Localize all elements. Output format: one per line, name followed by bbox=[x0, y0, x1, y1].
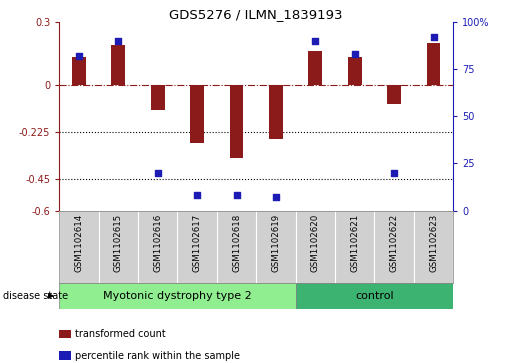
Bar bbox=[426, 43, 440, 85]
Text: Myotonic dystrophy type 2: Myotonic dystrophy type 2 bbox=[103, 291, 252, 301]
Bar bbox=[59, 283, 296, 309]
Title: GDS5276 / ILMN_1839193: GDS5276 / ILMN_1839193 bbox=[169, 8, 343, 21]
Bar bbox=[269, 85, 283, 139]
Bar bbox=[190, 85, 204, 143]
Text: GSM1102616: GSM1102616 bbox=[153, 214, 162, 272]
Point bbox=[311, 38, 319, 44]
Point bbox=[430, 34, 438, 40]
Text: control: control bbox=[355, 291, 393, 301]
Bar bbox=[230, 85, 244, 158]
Bar bbox=[72, 57, 86, 85]
Point bbox=[390, 170, 398, 176]
Bar bbox=[348, 57, 362, 85]
Bar bbox=[296, 283, 453, 309]
Text: GSM1102623: GSM1102623 bbox=[429, 214, 438, 272]
Point bbox=[75, 53, 83, 59]
Point bbox=[193, 192, 201, 198]
Text: GSM1102614: GSM1102614 bbox=[75, 214, 83, 272]
Text: disease state: disease state bbox=[3, 291, 67, 301]
Bar bbox=[151, 85, 165, 110]
Text: ▶: ▶ bbox=[47, 291, 54, 300]
Text: transformed count: transformed count bbox=[75, 329, 165, 339]
Text: GSM1102618: GSM1102618 bbox=[232, 214, 241, 272]
Text: GSM1102617: GSM1102617 bbox=[193, 214, 201, 272]
Point bbox=[114, 38, 123, 44]
Point bbox=[351, 51, 359, 57]
Point bbox=[232, 192, 241, 198]
Text: percentile rank within the sample: percentile rank within the sample bbox=[75, 351, 239, 361]
Point bbox=[272, 195, 280, 200]
Bar bbox=[387, 85, 401, 103]
Text: GSM1102622: GSM1102622 bbox=[390, 214, 399, 272]
Text: GSM1102615: GSM1102615 bbox=[114, 214, 123, 272]
Bar bbox=[111, 45, 125, 85]
Text: GSM1102619: GSM1102619 bbox=[271, 214, 280, 272]
Text: GSM1102621: GSM1102621 bbox=[350, 214, 359, 272]
Bar bbox=[308, 51, 322, 85]
Point bbox=[153, 170, 162, 176]
Text: GSM1102620: GSM1102620 bbox=[311, 214, 320, 272]
